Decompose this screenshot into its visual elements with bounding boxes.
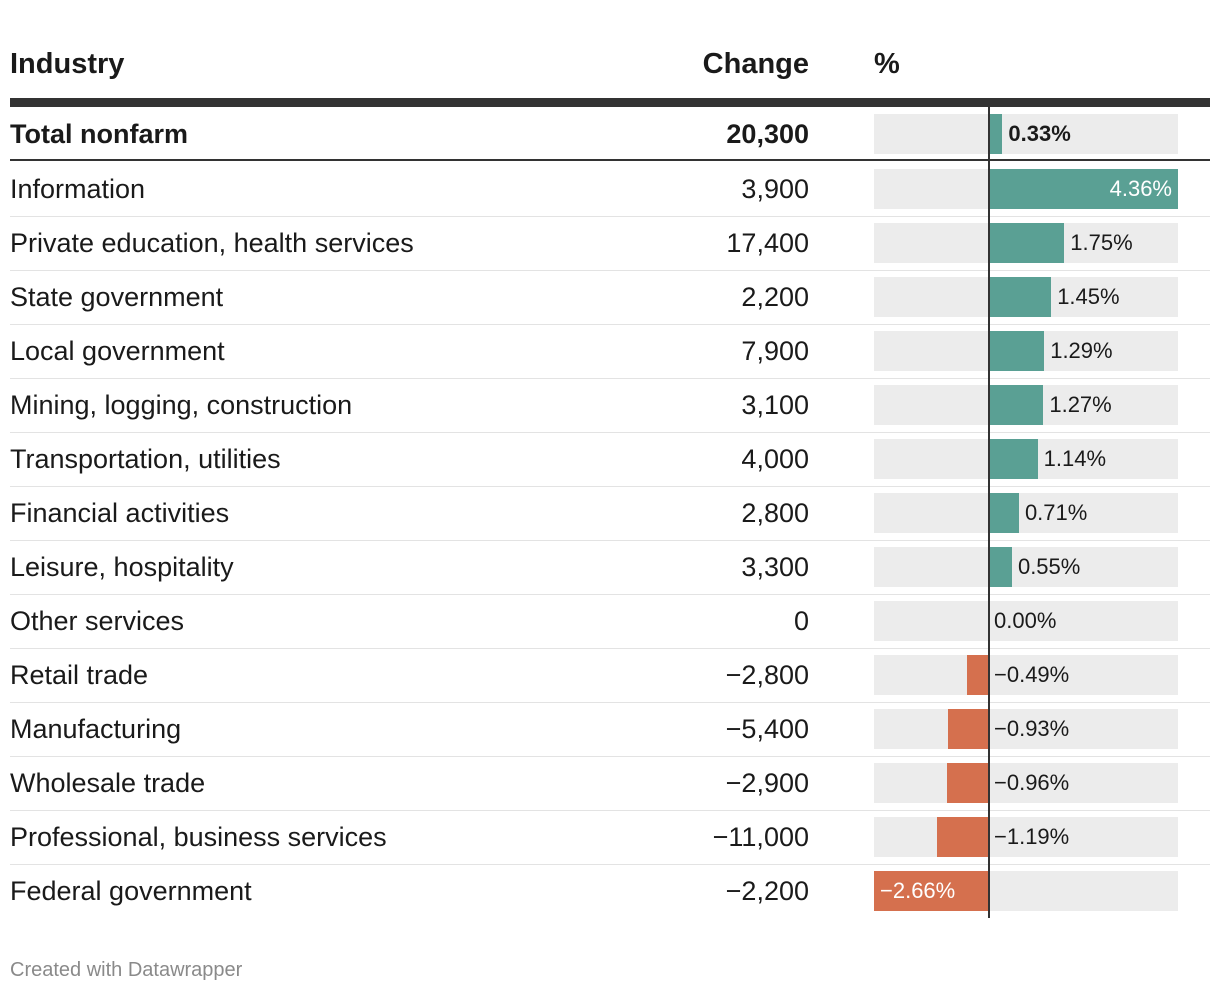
industry-label: Private education, health services — [10, 228, 414, 258]
industry-label: State government — [10, 282, 224, 312]
bar-background — [874, 709, 1178, 749]
percent-label: 1.29% — [1050, 338, 1113, 363]
table-row: Information 3,900 4.36% — [10, 162, 1210, 217]
percent-label: −0.93% — [994, 716, 1070, 741]
percent-label: 0.00% — [994, 608, 1057, 633]
percent-label: 0.33% — [1008, 121, 1071, 146]
percent-bar — [988, 223, 1065, 263]
table-row: Financial activities 2,800 0.71% — [10, 486, 1210, 541]
change-value: −11,000 — [712, 822, 809, 852]
industry-label: Federal government — [10, 876, 252, 906]
industry-label: Other services — [10, 606, 185, 636]
table-row: Federal government −2,200 −2.66% — [10, 864, 1210, 918]
change-value: 20,300 — [726, 119, 809, 149]
table-row: Total nonfarm 20,300 0.33% — [10, 107, 1210, 161]
change-value: 7,900 — [741, 336, 809, 366]
table-row: Mining, logging, construction 3,100 1.27% — [10, 378, 1210, 433]
percent-label: 1.27% — [1049, 392, 1112, 417]
change-value: 3,900 — [741, 174, 809, 204]
percent-bar — [967, 655, 988, 695]
percent-label: −0.96% — [994, 770, 1070, 795]
header-percent: % — [874, 48, 900, 80]
industry-label: Local government — [10, 336, 225, 366]
bar-background — [874, 655, 1178, 695]
change-value: 17,400 — [726, 228, 809, 258]
header-change: Change — [702, 48, 809, 80]
percent-bar — [988, 331, 1045, 371]
table-row: State government 2,200 1.45% — [10, 270, 1210, 325]
change-value: 3,100 — [741, 390, 809, 420]
change-value: −2,900 — [725, 768, 809, 798]
bar-background — [874, 601, 1178, 641]
zero-axis-line — [988, 107, 990, 918]
table-row: Professional, business services −11,000 −1… — [10, 810, 1210, 865]
bar-background — [874, 763, 1178, 803]
change-value: 2,200 — [741, 282, 809, 312]
industry-label: Total nonfarm — [10, 119, 188, 149]
percent-bar — [988, 385, 1044, 425]
header-rule — [10, 98, 1210, 107]
percent-bar — [874, 871, 988, 911]
bar-background — [874, 547, 1178, 587]
change-value: −2,800 — [725, 660, 809, 690]
change-value: 0 — [793, 606, 809, 636]
percent-label: −0.49% — [994, 662, 1070, 687]
industry-label: Professional, business services — [10, 822, 387, 852]
industry-label: Mining, logging, construction — [10, 390, 353, 420]
percent-bar — [937, 817, 988, 857]
percent-label: 1.14% — [1043, 446, 1107, 471]
percent-bar — [988, 277, 1052, 317]
percent-bar — [988, 493, 1019, 533]
change-value: 4,000 — [741, 444, 809, 474]
percent-label: 4.36% — [1109, 176, 1172, 201]
credit-footer: Created with Datawrapper — [10, 959, 243, 981]
change-value: 3,300 — [741, 552, 809, 582]
industry-label: Wholesale trade — [10, 768, 206, 798]
percent-label: 0.71% — [1024, 500, 1088, 525]
percent-bar — [988, 547, 1012, 587]
percent-label: −1.19% — [994, 824, 1070, 849]
table-row: Retail trade −2,800 −0.49% — [10, 648, 1210, 703]
table-row: Other services 0 0.00% — [10, 594, 1210, 649]
percent-bar — [988, 169, 1178, 209]
table-row: Manufacturing −5,400 −0.93% — [10, 702, 1210, 757]
percent-label: −2.66% — [880, 878, 956, 903]
industry-label: Retail trade — [10, 660, 149, 690]
bar-background — [874, 493, 1178, 533]
percent-bar — [988, 439, 1038, 479]
percent-label: 1.45% — [1057, 284, 1120, 309]
table-row: Private education, health services 17,400… — [10, 216, 1210, 271]
bar-background — [874, 817, 1178, 857]
percent-bar — [946, 763, 988, 803]
industry-label: Financial activities — [10, 498, 230, 528]
percent-label: 1.75% — [1070, 230, 1133, 255]
table-row: Wholesale trade −2,900 −0.96% — [10, 756, 1210, 811]
change-value: 2,800 — [741, 498, 809, 528]
table-row: Leisure, hospitality 3,300 0.55% — [10, 540, 1210, 595]
table-row: Local government 7,900 1.29% — [10, 324, 1210, 379]
percent-label: 0.55% — [1017, 554, 1081, 579]
industry-label: Transportation, utilities — [10, 444, 281, 474]
industry-label: Manufacturing — [10, 714, 182, 744]
header-industry: Industry — [10, 48, 125, 80]
change-value: −5,400 — [725, 714, 809, 744]
industry-label: Information — [10, 174, 146, 204]
bar-background — [874, 114, 1178, 154]
percent-bar — [988, 114, 1003, 154]
percent-bar — [948, 709, 988, 749]
change-value: −2,200 — [725, 876, 809, 906]
table-row: Transportation, utilities 4,000 1.14% — [10, 432, 1210, 487]
industry-label: Leisure, hospitality — [10, 552, 234, 582]
